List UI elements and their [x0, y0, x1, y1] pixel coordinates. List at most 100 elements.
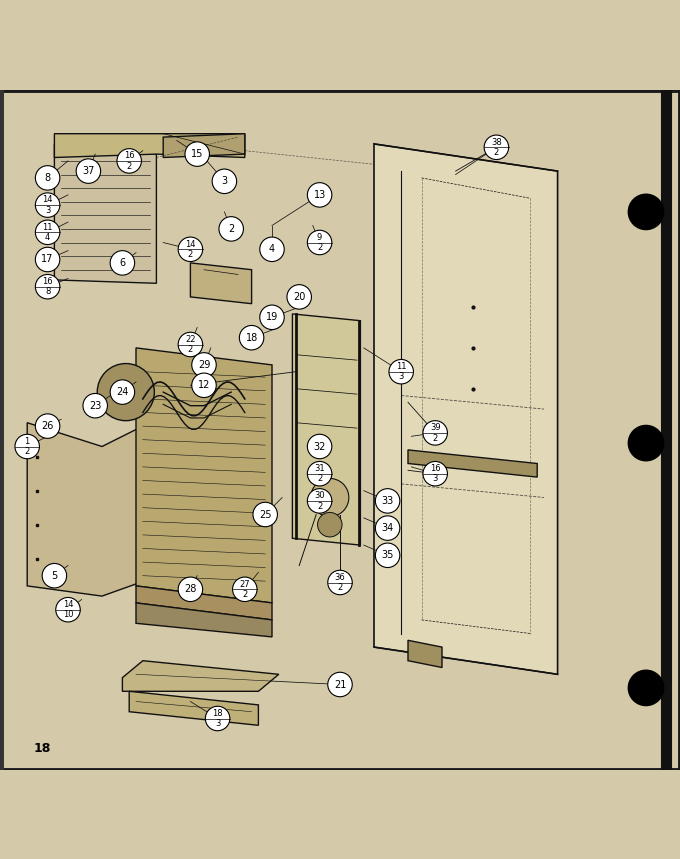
Circle shape — [287, 284, 311, 309]
Text: 2: 2 — [432, 434, 438, 442]
Text: 11: 11 — [396, 362, 407, 371]
Circle shape — [35, 414, 60, 438]
Polygon shape — [190, 263, 252, 304]
Circle shape — [253, 503, 277, 527]
Circle shape — [307, 183, 332, 207]
Circle shape — [56, 598, 80, 622]
Circle shape — [15, 435, 39, 459]
Text: 2: 2 — [494, 148, 499, 157]
Circle shape — [311, 478, 349, 516]
Circle shape — [178, 332, 203, 356]
Text: 23: 23 — [89, 400, 101, 411]
Text: 15: 15 — [191, 149, 203, 159]
Text: 21: 21 — [334, 679, 346, 690]
Circle shape — [307, 435, 332, 459]
Circle shape — [423, 461, 447, 486]
Polygon shape — [136, 586, 272, 620]
Circle shape — [205, 706, 230, 731]
Circle shape — [110, 251, 135, 275]
Text: 2: 2 — [337, 583, 343, 592]
Circle shape — [35, 220, 60, 245]
Polygon shape — [27, 423, 150, 596]
Text: 14: 14 — [185, 240, 196, 248]
Text: 14: 14 — [42, 196, 53, 204]
Text: 35: 35 — [381, 551, 394, 560]
Text: 2: 2 — [317, 243, 322, 253]
Circle shape — [484, 135, 509, 160]
Text: 2: 2 — [228, 224, 235, 234]
Circle shape — [35, 275, 60, 299]
Text: 3: 3 — [215, 719, 220, 728]
Text: 32: 32 — [313, 442, 326, 452]
Text: 19: 19 — [266, 313, 278, 322]
Circle shape — [628, 670, 664, 705]
Circle shape — [35, 166, 60, 190]
Text: 18: 18 — [34, 741, 52, 754]
Circle shape — [42, 564, 67, 588]
Circle shape — [76, 159, 101, 183]
Circle shape — [212, 169, 237, 193]
Polygon shape — [129, 691, 258, 725]
Text: 37: 37 — [82, 166, 95, 176]
Text: 8: 8 — [44, 173, 51, 183]
Circle shape — [328, 570, 352, 594]
Text: 6: 6 — [119, 258, 126, 268]
Circle shape — [178, 237, 203, 261]
Text: 33: 33 — [381, 496, 394, 506]
Circle shape — [117, 149, 141, 174]
Text: 2: 2 — [317, 474, 322, 484]
Text: 12: 12 — [198, 381, 210, 390]
Circle shape — [375, 516, 400, 540]
Text: 24: 24 — [116, 387, 129, 397]
Text: 4: 4 — [45, 233, 50, 242]
Text: 3: 3 — [221, 176, 228, 186]
Text: 2: 2 — [317, 502, 322, 510]
Text: 16: 16 — [124, 151, 135, 161]
Text: 16: 16 — [430, 464, 441, 473]
Text: 8: 8 — [45, 288, 50, 296]
Circle shape — [97, 363, 154, 421]
Polygon shape — [374, 144, 558, 674]
Text: 9: 9 — [317, 233, 322, 242]
Circle shape — [35, 247, 60, 271]
Polygon shape — [163, 134, 245, 157]
Text: 38: 38 — [491, 137, 502, 147]
Text: 36: 36 — [335, 573, 345, 582]
Circle shape — [328, 673, 352, 697]
Circle shape — [110, 380, 135, 405]
Text: 17: 17 — [41, 254, 54, 265]
Text: 13: 13 — [313, 190, 326, 200]
Polygon shape — [54, 134, 245, 157]
Circle shape — [307, 230, 332, 255]
Circle shape — [375, 489, 400, 513]
Text: 2: 2 — [242, 590, 248, 599]
Circle shape — [389, 359, 413, 384]
Circle shape — [260, 237, 284, 261]
Circle shape — [423, 421, 447, 445]
Text: 16: 16 — [42, 277, 53, 286]
Text: 27: 27 — [239, 580, 250, 588]
Circle shape — [35, 193, 60, 217]
Text: 4: 4 — [269, 244, 275, 254]
Circle shape — [233, 577, 257, 601]
Polygon shape — [54, 144, 156, 283]
Circle shape — [307, 489, 332, 513]
Polygon shape — [136, 348, 272, 603]
Text: 29: 29 — [198, 360, 210, 370]
Circle shape — [318, 513, 342, 537]
Text: 14: 14 — [63, 600, 73, 609]
Text: 2: 2 — [188, 345, 193, 354]
Circle shape — [628, 425, 664, 460]
Circle shape — [192, 353, 216, 377]
Text: 34: 34 — [381, 523, 394, 533]
Text: 28: 28 — [184, 584, 197, 594]
Circle shape — [185, 142, 209, 167]
Text: 2: 2 — [24, 448, 30, 456]
Text: 3: 3 — [398, 372, 404, 381]
Text: 31: 31 — [314, 464, 325, 473]
Text: 30: 30 — [314, 491, 325, 500]
Text: 22: 22 — [185, 335, 196, 344]
Text: 26: 26 — [41, 421, 54, 431]
Polygon shape — [136, 603, 272, 637]
Circle shape — [83, 393, 107, 418]
